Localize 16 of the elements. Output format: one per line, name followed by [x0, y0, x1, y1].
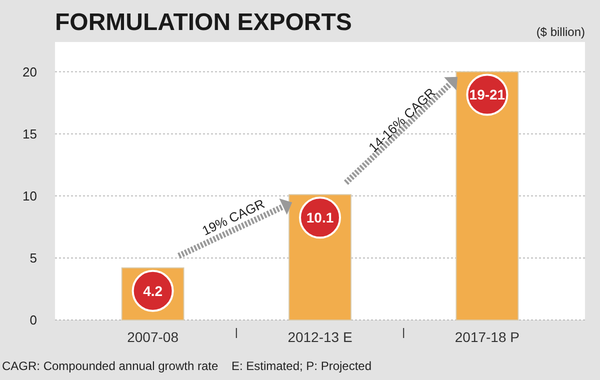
y-tick-label: 10 — [22, 188, 37, 204]
chart-title: FORMULATION EXPORTS — [55, 9, 352, 36]
data-label: 19-21 — [469, 86, 506, 103]
y-tick-label: 15 — [22, 126, 37, 142]
x-tick-label: 2017-18 P — [454, 329, 520, 345]
bar — [456, 71, 519, 320]
data-label: 4.2 — [143, 282, 163, 299]
data-label: 10.1 — [306, 210, 334, 226]
y-tick-label: 0 — [30, 312, 37, 328]
annotation: 19% CAGR — [200, 196, 267, 238]
y-tick-label: 20 — [22, 64, 37, 80]
y-axis-title: ($ billion) — [536, 25, 585, 39]
y-tick-label: 5 — [30, 250, 37, 266]
x-tick-label: 2007-08 — [127, 329, 179, 345]
text: CAGR: Compounded annual growth rate E: Estimated; P: Projected — [2, 359, 372, 373]
x-tick-label: 2012-13 E — [288, 329, 352, 345]
